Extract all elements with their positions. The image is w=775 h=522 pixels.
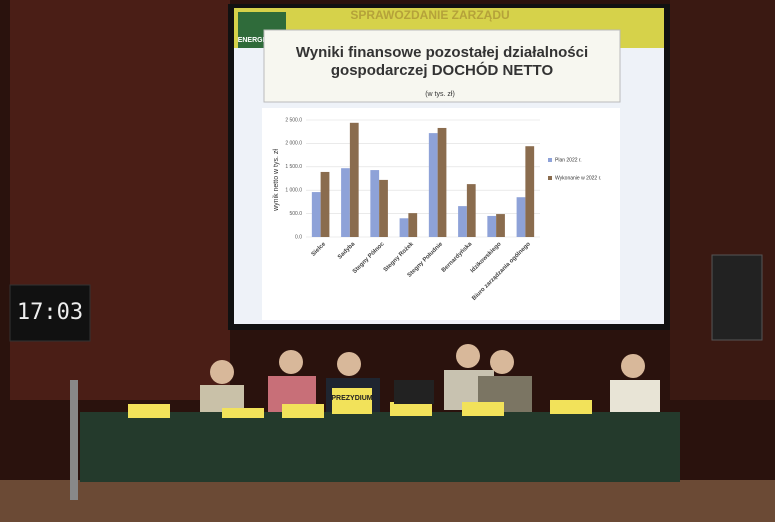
- bar: [487, 216, 496, 237]
- legend-swatch: [548, 176, 552, 180]
- name-card: [550, 400, 592, 414]
- y-axis-label: wynik netto w tys. zł: [273, 149, 280, 212]
- y-tick-label: 2 500.0: [285, 117, 302, 123]
- page: {"scene": {"header": "SPRAWOZDANIE ZARZĄ…: [0, 0, 775, 522]
- bar: [429, 133, 438, 237]
- head: [621, 354, 645, 378]
- bar: [517, 197, 526, 237]
- name-card: [462, 402, 504, 416]
- stand: [70, 380, 78, 500]
- laptop: [394, 380, 434, 404]
- name-card: [390, 402, 432, 416]
- y-tick-label: 2 000.0: [285, 141, 302, 147]
- name-card: [222, 408, 264, 418]
- header: SPRAWOZDANIE ZARZĄDU: [350, 8, 509, 22]
- chart-subtitle: (w tys. zł): [425, 91, 455, 98]
- y-tick-label: 0.0: [295, 234, 302, 240]
- bar: [467, 184, 476, 237]
- y-tick-label: 500.0: [289, 211, 302, 217]
- sign: PREZYDIUM: [331, 395, 372, 402]
- head: [456, 344, 480, 368]
- floor: [0, 480, 775, 522]
- head: [279, 350, 303, 374]
- y-tick-label: 1 500.0: [285, 164, 302, 170]
- bar: [458, 206, 467, 237]
- head: [337, 352, 361, 376]
- scene: ENERGETYKA SPRAWOZDANIE ZARZĄDU Wyniki f…: [0, 0, 775, 522]
- legend-swatch: [548, 158, 552, 162]
- bar: [438, 128, 447, 237]
- name-card: [282, 404, 324, 418]
- table-cloth: [80, 412, 680, 482]
- head: [210, 360, 234, 384]
- bar: [525, 146, 534, 237]
- clock: 17:03: [17, 300, 83, 325]
- body: [610, 380, 660, 414]
- bar: [341, 168, 350, 237]
- head: [490, 350, 514, 374]
- bar: [321, 172, 330, 237]
- bar: [400, 218, 409, 237]
- legend-label: Plan 2022 r.: [555, 157, 582, 163]
- bar: [408, 213, 417, 237]
- legend-label: Wykonanie w 2022 r.: [555, 175, 601, 181]
- bar: [370, 170, 379, 237]
- y-tick-label: 1 000.0: [285, 188, 302, 194]
- name-card: [128, 404, 170, 418]
- bar: [379, 180, 388, 237]
- title-wrap: Wyniki finansowe pozostałej działalności…: [270, 44, 614, 88]
- bar: [496, 214, 505, 237]
- bar: [312, 192, 321, 237]
- bar: [350, 123, 359, 237]
- chart-title: Wyniki finansowe pozostałej działalności…: [270, 44, 614, 80]
- monitor: [712, 255, 762, 340]
